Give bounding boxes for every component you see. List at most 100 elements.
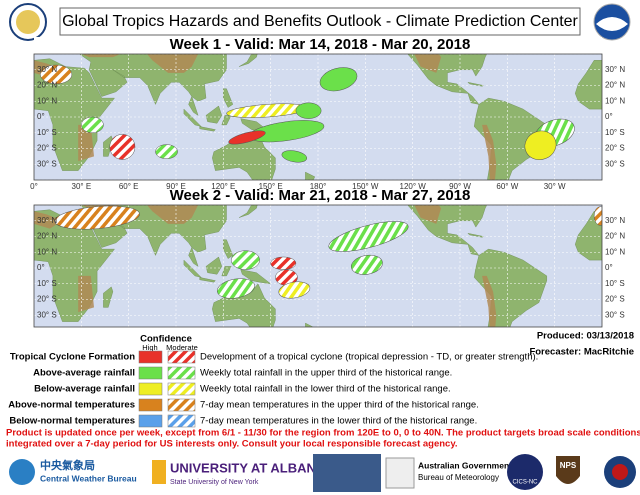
essic-logo bbox=[313, 454, 381, 492]
legend-swatch-high bbox=[138, 366, 163, 380]
lat-label: 30° S bbox=[605, 159, 625, 168]
legend-swatch-moderate bbox=[167, 414, 196, 428]
lon-label: 150° W bbox=[352, 182, 379, 191]
lat-label: 10° S bbox=[605, 128, 625, 137]
lat-label: 20° N bbox=[605, 81, 625, 90]
land bbox=[238, 54, 258, 67]
highland bbox=[482, 124, 497, 180]
land bbox=[103, 286, 114, 308]
land bbox=[183, 108, 202, 127]
lat-label: 20° S bbox=[605, 144, 625, 153]
hazard-area bbox=[81, 116, 104, 133]
lon-label: 30° W bbox=[544, 182, 566, 191]
lat-label: 30° N bbox=[37, 216, 57, 225]
map-frame bbox=[33, 204, 603, 328]
land bbox=[305, 322, 314, 327]
legend-label: Below-average rainfall bbox=[34, 384, 135, 395]
legend-label: Above-normal temperatures bbox=[8, 400, 135, 411]
logo-text: 中央氣象局 bbox=[40, 458, 95, 472]
logo-text: Central Weather Bureau bbox=[40, 473, 137, 483]
legend-description: 7-day mean temperatures in the lower thi… bbox=[200, 416, 477, 427]
lon-label: 60° W bbox=[496, 182, 518, 191]
hazard-area bbox=[40, 64, 73, 85]
land bbox=[574, 211, 602, 261]
hazard-area bbox=[230, 250, 260, 270]
highland bbox=[78, 275, 94, 313]
forecaster: Forecaster: MacRitchie bbox=[529, 347, 634, 358]
legend-swatch-high bbox=[138, 414, 163, 428]
lat-label: 10° N bbox=[37, 96, 57, 105]
lat-label: 10° S bbox=[605, 279, 625, 288]
albany-logo bbox=[152, 460, 166, 484]
legend-title: Confidence bbox=[140, 334, 192, 345]
legend-swatch-moderate bbox=[167, 350, 196, 364]
legend-description: 7-day mean temperatures in the upper thi… bbox=[200, 400, 479, 411]
title-strip bbox=[34, 37, 602, 54]
cics-logo bbox=[507, 454, 543, 490]
logo-text: Australian Government bbox=[418, 460, 512, 470]
land bbox=[238, 205, 258, 218]
lat-label: 30° N bbox=[605, 65, 625, 74]
noaa-bird bbox=[596, 17, 628, 31]
header: Global Tropics Hazards and Benefits Outl… bbox=[9, 3, 631, 41]
highland bbox=[414, 205, 442, 224]
hazard-area bbox=[281, 150, 308, 163]
cwb-logo bbox=[9, 459, 35, 485]
land bbox=[205, 105, 223, 124]
land bbox=[574, 60, 602, 110]
legend-swatch-high bbox=[138, 398, 163, 412]
hazard-area bbox=[228, 130, 266, 145]
legend-swatch-high bbox=[138, 350, 163, 364]
legend-moderate: Moderate bbox=[166, 343, 198, 352]
logos: 中央氣象局 Central Weather Bureau UNIVERSITY … bbox=[9, 454, 636, 492]
aus-crest bbox=[385, 457, 415, 489]
legend-swatch-moderate bbox=[167, 382, 196, 396]
lon-label: 90° E bbox=[166, 182, 186, 191]
highland bbox=[147, 205, 199, 224]
week-1-map: 30° N 30° N 20° N 20° N 10° N 10° N 0° 0° 10° S 1… bbox=[30, 53, 625, 191]
highland bbox=[81, 54, 121, 58]
map-frame bbox=[33, 53, 603, 181]
land bbox=[240, 269, 272, 285]
lat-label: 10° N bbox=[605, 96, 625, 105]
logo-text: State University of New York bbox=[170, 479, 259, 486]
footer-line: Product is updated once per week, except… bbox=[6, 428, 640, 439]
lat-label: 30° S bbox=[37, 159, 57, 168]
lon-label: 150° E bbox=[259, 182, 283, 191]
lon-label: 120° W bbox=[400, 182, 427, 191]
legend-label: Tropical Cyclone Formation bbox=[10, 352, 135, 363]
logo-text: UNIVERSITY AT ALBANY bbox=[170, 460, 325, 475]
land bbox=[305, 171, 316, 180]
lat-label: 20° S bbox=[605, 295, 625, 304]
hazard-area bbox=[270, 256, 297, 270]
week-1-title: Week 1 - Valid: Mar 14, 2018 - Mar 20, 2… bbox=[170, 36, 471, 53]
lat-label: 0° bbox=[605, 112, 613, 121]
nps-logo bbox=[556, 456, 580, 484]
lat-label: 10° S bbox=[37, 128, 57, 137]
hazard-area bbox=[109, 134, 136, 160]
lat-label: 20° S bbox=[37, 144, 57, 153]
land bbox=[103, 135, 114, 157]
logo-text: NPS bbox=[560, 461, 577, 470]
map-area bbox=[34, 54, 602, 180]
lat-label: 0° bbox=[37, 263, 45, 272]
lon-label: 90° W bbox=[449, 182, 471, 191]
land bbox=[183, 259, 202, 278]
lon-label: 120° E bbox=[211, 182, 235, 191]
lat-label: 30° S bbox=[605, 310, 625, 319]
lat-label: 10° S bbox=[37, 279, 57, 288]
lat-label: 20° N bbox=[605, 232, 625, 241]
highland bbox=[482, 275, 497, 327]
lon-label: 180° bbox=[310, 182, 327, 191]
produced: Produced: 03/13/2018 bbox=[537, 331, 634, 342]
legend-label: Above-average rainfall bbox=[33, 368, 135, 379]
navy-logo-inner bbox=[612, 464, 628, 480]
lat-label: 30° N bbox=[605, 216, 625, 225]
lat-label: 0° bbox=[605, 263, 613, 272]
week-2-title: Week 2 - Valid: Mar 21, 2018 - Mar 27, 2… bbox=[170, 187, 471, 204]
legend-swatch-high bbox=[138, 382, 163, 396]
land bbox=[223, 88, 234, 108]
header-title: Global Tropics Hazards and Benefits Outl… bbox=[62, 13, 578, 30]
week-2-map: 30° N 30° N 20° N 20° N 10° N 10° N 0° 0° 10° S 1… bbox=[33, 204, 625, 328]
